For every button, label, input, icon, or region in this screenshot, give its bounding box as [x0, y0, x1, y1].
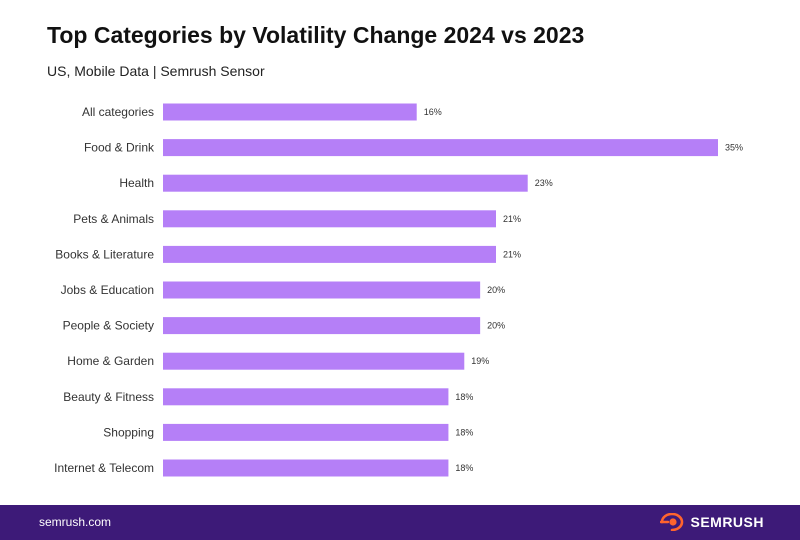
value-label: 20%: [487, 321, 505, 331]
category-label: Jobs & Education: [61, 283, 154, 297]
bar: [163, 317, 481, 335]
category-label: Internet & Telecom: [54, 461, 154, 475]
category-label: People & Society: [63, 319, 154, 333]
category-label: Pets & Animals: [73, 212, 154, 226]
value-label: 23%: [535, 178, 553, 188]
bar: [163, 103, 417, 121]
chart-subtitle: US, Mobile Data | Semrush Sensor: [47, 63, 265, 79]
semrush-logo-icon: [660, 513, 684, 531]
value-label: 21%: [503, 214, 521, 224]
value-label: 18%: [455, 427, 473, 437]
value-label: 35%: [725, 143, 743, 153]
bar-chart: All categories 16% Food & Drink 35% Health 23…: [54, 103, 743, 477]
value-label: 18%: [455, 392, 473, 402]
bar: [163, 139, 718, 157]
bar: [163, 388, 449, 406]
category-label: Food & Drink: [84, 141, 155, 155]
value-label: 21%: [503, 249, 521, 259]
category-label: All categories: [82, 105, 154, 119]
category-label: Shopping: [103, 425, 154, 439]
value-label: 18%: [455, 463, 473, 473]
bar: [163, 281, 481, 299]
brand-logo: SEMRUSH: [660, 513, 764, 531]
category-label: Beauty & Fitness: [63, 390, 154, 404]
brand-name: SEMRUSH: [690, 514, 764, 530]
bar: [163, 174, 528, 192]
value-label: 19%: [471, 356, 489, 366]
bar: [163, 352, 465, 370]
bar: [163, 459, 449, 477]
category-label: Health: [119, 176, 154, 190]
footer-bar: semrush.com SEMRUSH: [0, 505, 800, 540]
bar: [163, 245, 496, 263]
value-label: 20%: [487, 285, 505, 295]
category-label: Home & Garden: [67, 354, 154, 368]
chart-title: Top Categories by Volatility Change 2024…: [47, 22, 585, 48]
value-label: 16%: [424, 107, 442, 117]
footer-url[interactable]: semrush.com: [39, 515, 112, 529]
category-label: Books & Literature: [55, 247, 154, 261]
bar: [163, 423, 449, 441]
bar: [163, 210, 496, 228]
